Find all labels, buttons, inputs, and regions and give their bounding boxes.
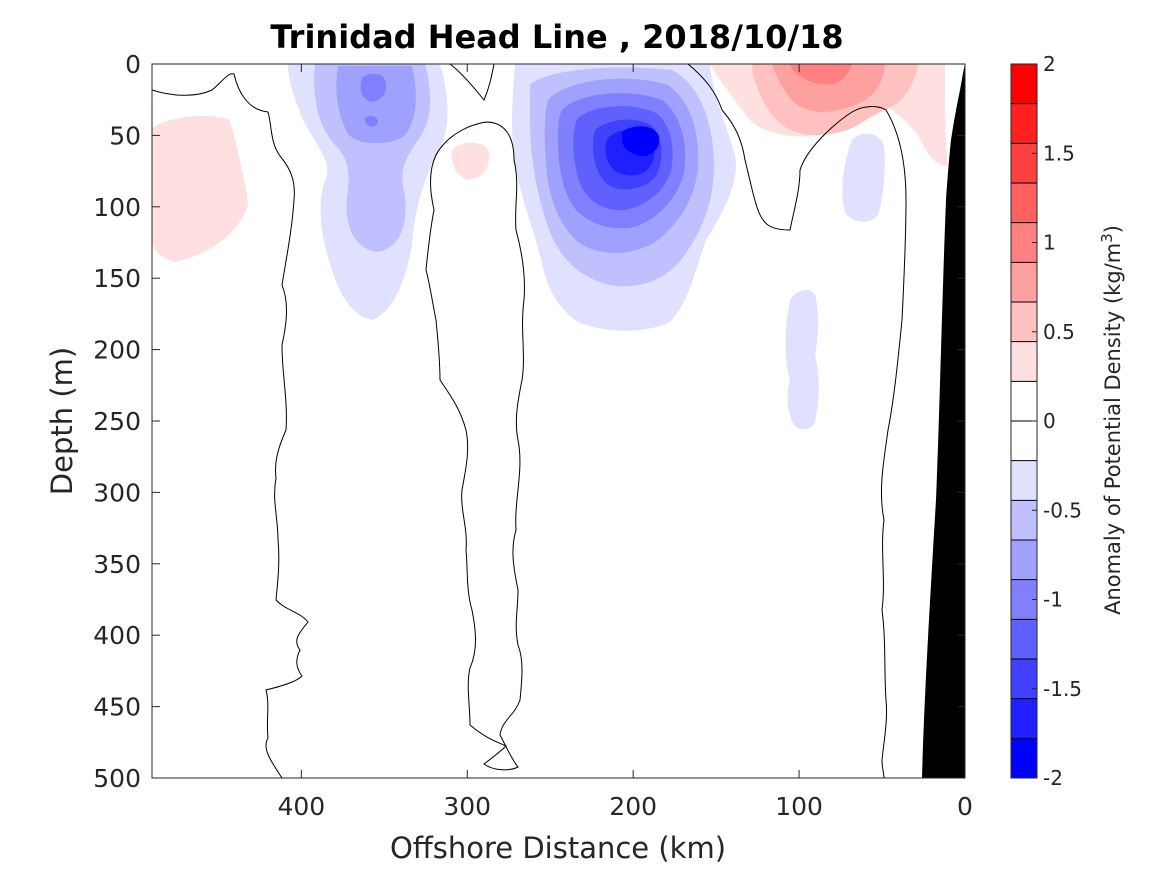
y-tick-label: 50 [109, 121, 141, 150]
negative-anomaly-350km-core [360, 73, 386, 102]
colorbar-swatch [1011, 381, 1037, 422]
x-axis: 400 300 200 100 0 [277, 64, 973, 821]
x-tick-label: 200 [609, 792, 657, 821]
positive-anomaly-90km-l4 [790, 64, 852, 85]
negative-anomaly-350km-core2 [365, 115, 378, 127]
negative-anomaly-65km [842, 133, 885, 222]
zero-contour-west [152, 73, 309, 778]
zero-contour-east [687, 64, 907, 778]
colorbar-swatch [1011, 500, 1037, 541]
anomaly-contours [152, 64, 965, 778]
positive-anomaly-290km [451, 142, 490, 180]
colorbar [1010, 63, 1038, 779]
colorbar-label: Anomaly of Potential Density (kg/m3) [1098, 225, 1125, 615]
colorbar-ticks: 2 1.5 1 0.5 0 -0.5 -1 -1.5 -2 [1032, 52, 1082, 790]
colorbar-swatch [1011, 341, 1037, 382]
zero-contour-center [425, 64, 525, 771]
y-tick-label: 100 [93, 193, 141, 222]
colorbar-tick-label: 1.5 [1043, 141, 1075, 165]
colorbar-swatch [1011, 619, 1037, 660]
colorbar-tick-label: -0.5 [1043, 498, 1082, 522]
colorbar-swatch [1011, 64, 1037, 105]
chart-title: Trinidad Head Line , 2018/10/18 [270, 18, 843, 56]
negative-anomaly-350km-level2 [336, 66, 416, 144]
colorbar-swatch [1011, 659, 1037, 700]
zero-contour-lines [152, 64, 907, 778]
y-tick-label: 400 [93, 621, 141, 650]
colorbar-swatch [1011, 738, 1037, 779]
negative-anomaly-200km-core [622, 126, 660, 156]
colorbar-tick-label: 1 [1043, 231, 1056, 255]
y-tick-label: 350 [93, 550, 141, 579]
y-axis: 0 50 100 150 200 250 300 350 400 450 500 [93, 50, 965, 793]
colorbar-tick-label: 2 [1043, 52, 1056, 76]
colorbar-swatch [1011, 302, 1037, 343]
colorbar-tick-label: 0 [1043, 409, 1056, 433]
x-tick-label: 0 [957, 792, 973, 821]
colorbar-swatch [1011, 183, 1037, 224]
y-tick-label: 500 [93, 764, 141, 793]
x-tick-label: 400 [277, 792, 325, 821]
y-tick-label: 200 [93, 336, 141, 365]
colorbar-swatch [1011, 103, 1037, 144]
x-tick-label: 300 [443, 792, 491, 821]
colorbar-swatch [1011, 698, 1037, 739]
y-axis-label: Depth (m) [45, 347, 79, 495]
colorbar-swatch [1011, 421, 1037, 462]
x-tick-label: 100 [775, 792, 823, 821]
colorbar-swatch [1011, 540, 1037, 581]
negative-anomaly-100km-deep [785, 289, 819, 430]
colorbar-tick-label: -1.5 [1043, 677, 1082, 701]
x-axis-label: Offshore Distance (km) [390, 831, 726, 865]
colorbar-swatch [1011, 460, 1037, 501]
y-tick-label: 300 [93, 478, 141, 507]
colorbar-tick-label: -1 [1043, 588, 1063, 612]
colorbar-swatch [1011, 143, 1037, 184]
positive-anomaly-west [152, 115, 248, 263]
colorbar-tick-label: -2 [1043, 766, 1063, 790]
y-tick-label: 250 [93, 407, 141, 436]
y-tick-label: 0 [125, 50, 141, 79]
bathymetry-shelf [922, 64, 965, 778]
y-tick-label: 150 [93, 264, 141, 293]
colorbar-swatch [1011, 262, 1037, 303]
colorbar-tick-label: 0.5 [1043, 320, 1075, 344]
y-tick-label: 450 [93, 693, 141, 722]
plot-area [151, 63, 966, 779]
